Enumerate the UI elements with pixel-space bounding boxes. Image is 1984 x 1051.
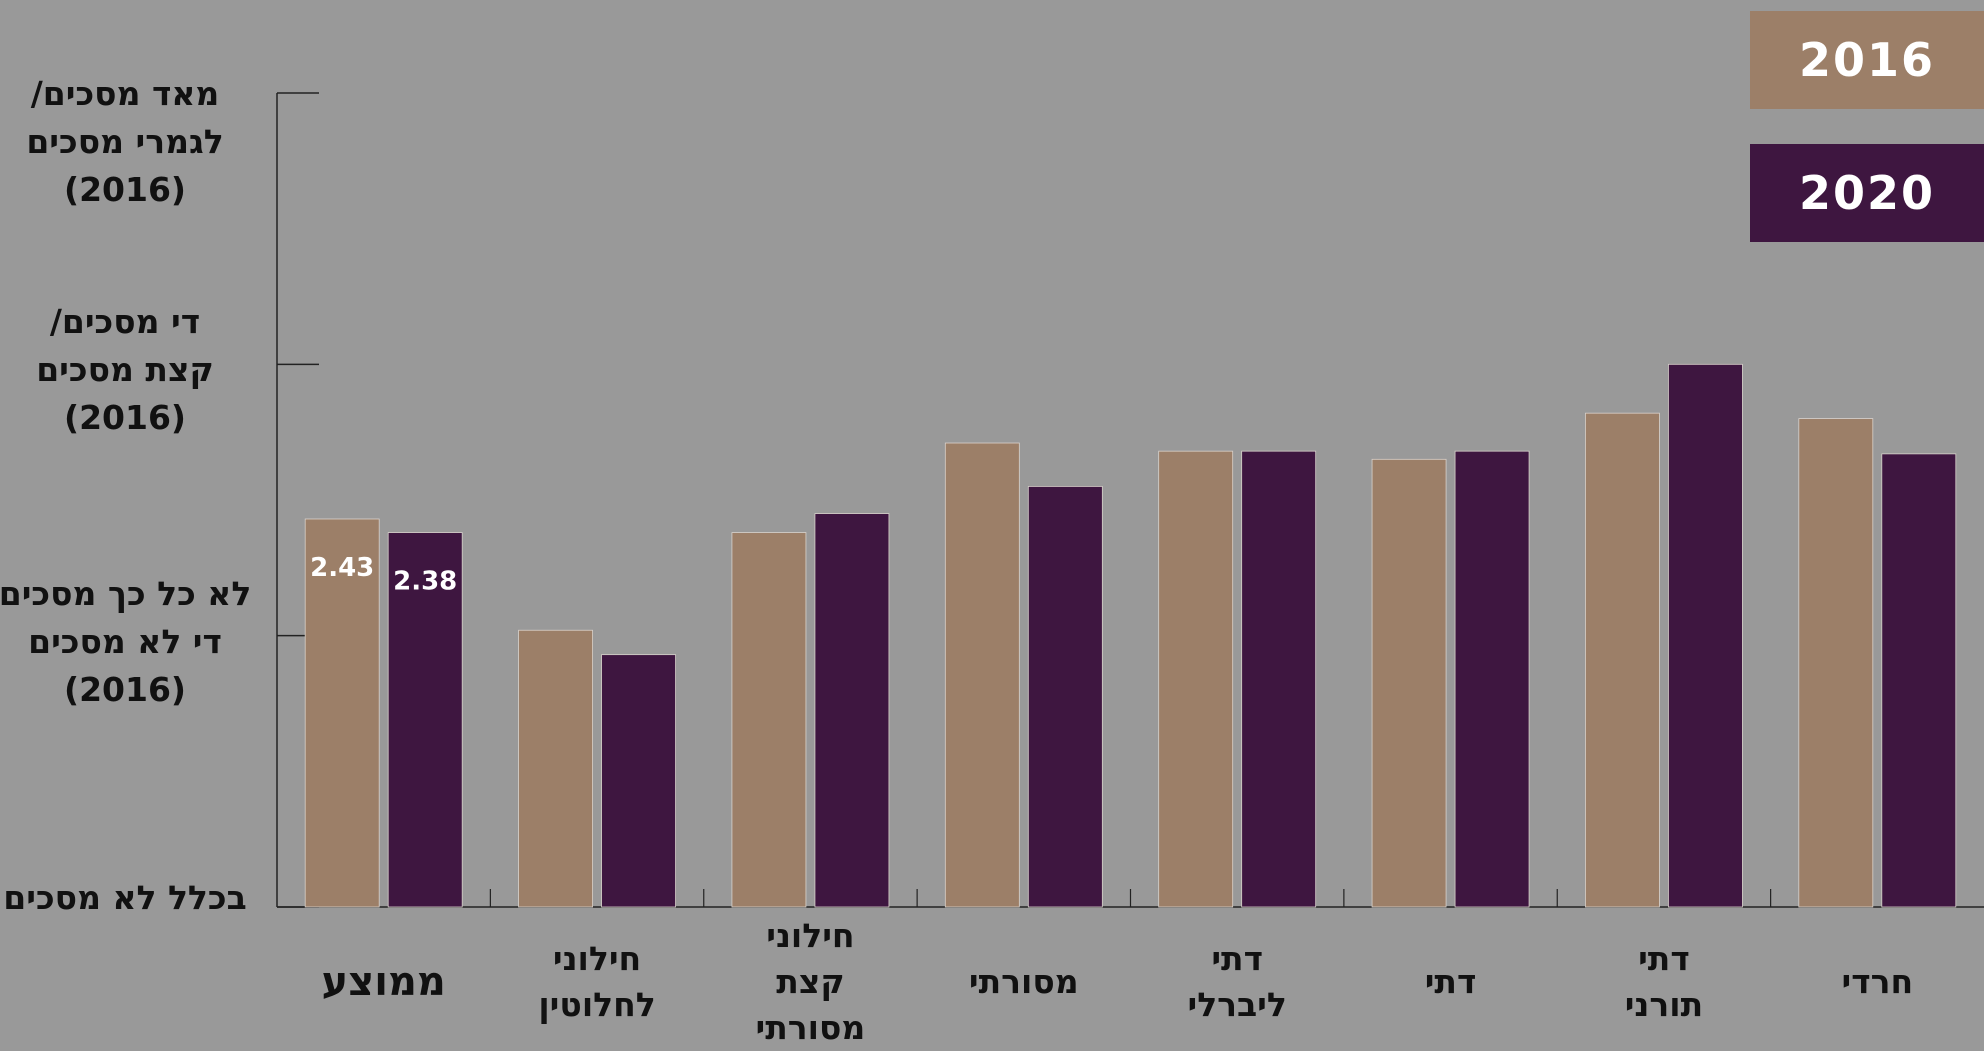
chart-bars xyxy=(304,363,1957,908)
legend-label-2016: 2016 xyxy=(1798,33,1936,87)
bar-2016-6 xyxy=(1585,412,1660,908)
bar-2020-1 xyxy=(601,654,676,908)
chart-data-labels: 2.43 2.38 xyxy=(310,553,457,597)
bar-2016-7 xyxy=(1798,418,1874,908)
x-tick-label: דתי תורני xyxy=(1624,939,1704,1024)
legend-item-2020: 2020 xyxy=(1750,144,1984,242)
bar-2020-5 xyxy=(1454,450,1530,908)
x-tick-label: מסורתי xyxy=(968,962,1079,1001)
bar-2020-3 xyxy=(1027,486,1103,908)
bar-2016-4 xyxy=(1158,450,1234,908)
bar-2016-2 xyxy=(731,532,807,908)
x-tick-label: ממוצע xyxy=(321,959,446,1005)
x-tick-label: דתי xyxy=(1424,962,1477,1001)
bar-2020-0 xyxy=(387,532,463,908)
x-tick-label: חילוני לחלוטין xyxy=(538,939,656,1024)
bar-2020-6 xyxy=(1668,363,1743,908)
bar-2016-0 xyxy=(304,518,380,908)
data-label-2020-0: 2.38 xyxy=(393,567,457,597)
legend-item-2016: 2016 xyxy=(1750,11,1984,109)
y-tick-label: די מסכים/קצת מסכים (2016) xyxy=(36,302,214,438)
y-tick-label: מאד מסכים/לגמרי מסכים (2016) xyxy=(26,74,224,209)
data-label-2016-0: 2.43 xyxy=(310,553,374,583)
bar-2016-1 xyxy=(518,629,593,908)
bar-2020-7 xyxy=(1881,453,1957,908)
bar-2020-4 xyxy=(1241,450,1317,908)
x-tick-label: חרדי xyxy=(1841,962,1914,1001)
y-tick-label: לא כל כך מסכים די לא מסכים (2016) xyxy=(0,573,252,709)
x-tick-label: דתי ליברלי xyxy=(1187,939,1287,1024)
x-tick-label: חילוני קצת מסורתי xyxy=(755,916,866,1047)
bar-2020-2 xyxy=(814,513,890,908)
legend-label-2020: 2020 xyxy=(1798,166,1936,220)
bar-2016-3 xyxy=(944,442,1020,908)
bar-2016-5 xyxy=(1371,458,1447,908)
y-tick-label: בכלל לא מסכים xyxy=(3,878,247,917)
